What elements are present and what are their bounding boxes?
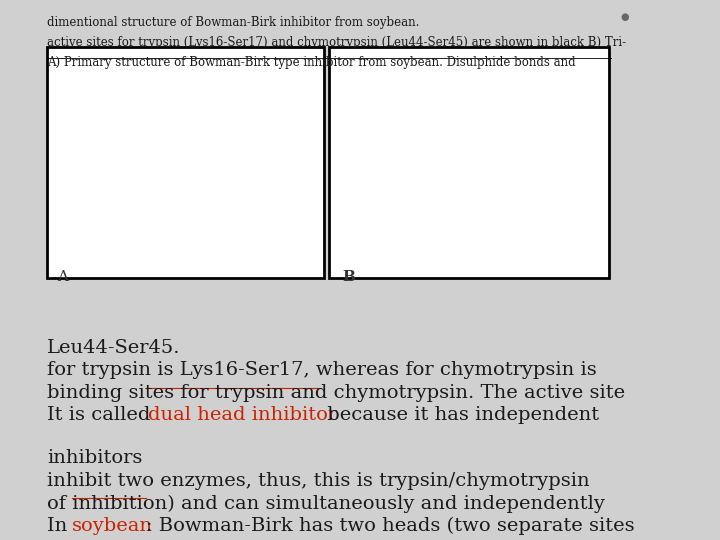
Text: In: In	[48, 517, 74, 535]
Text: A: A	[58, 271, 68, 285]
Text: It is called: It is called	[48, 407, 157, 424]
Text: dual head inhibitor: dual head inhibitor	[148, 407, 337, 424]
Text: inhibit two enzymes, thus, this is trypsin/chymotrypsin: inhibit two enzymes, thus, this is tryps…	[48, 472, 590, 490]
Text: binding sites for trypsin and chymotrypsin. The active site: binding sites for trypsin and chymotryps…	[48, 384, 626, 402]
Text: ●: ●	[621, 12, 629, 22]
Text: Leu44-Ser45.: Leu44-Ser45.	[48, 339, 181, 356]
Text: A) Primary structure of Bowman-Birk type inhibitor from soybean. Disulphide bond: A) Primary structure of Bowman-Birk type…	[48, 57, 576, 70]
Bar	[48, 48, 324, 279]
Text: for trypsin is Lys16-Ser17, whereas for chymotrypsin is: for trypsin is Lys16-Ser17, whereas for …	[48, 361, 597, 379]
Text: soybean: soybean	[72, 517, 153, 535]
Text: because it has independent: because it has independent	[320, 407, 599, 424]
Text: inhibitors: inhibitors	[48, 449, 143, 468]
Text: : Bowman-Birk has two heads (two separate sites: : Bowman-Birk has two heads (two separat…	[145, 517, 634, 535]
Text: active sites for trypsin (Lys16-Ser17) and chymotrypsin (Leu44-Ser45) are shown : active sites for trypsin (Lys16-Ser17) a…	[48, 36, 626, 49]
Text: of inhibition) and can simultaneously and independently: of inhibition) and can simultaneously an…	[48, 495, 606, 513]
Text: dimentional structure of Bowman-Birk inhibitor from soybean.: dimentional structure of Bowman-Birk inh…	[48, 16, 420, 29]
Bar	[329, 48, 608, 279]
Text: B: B	[343, 271, 356, 285]
